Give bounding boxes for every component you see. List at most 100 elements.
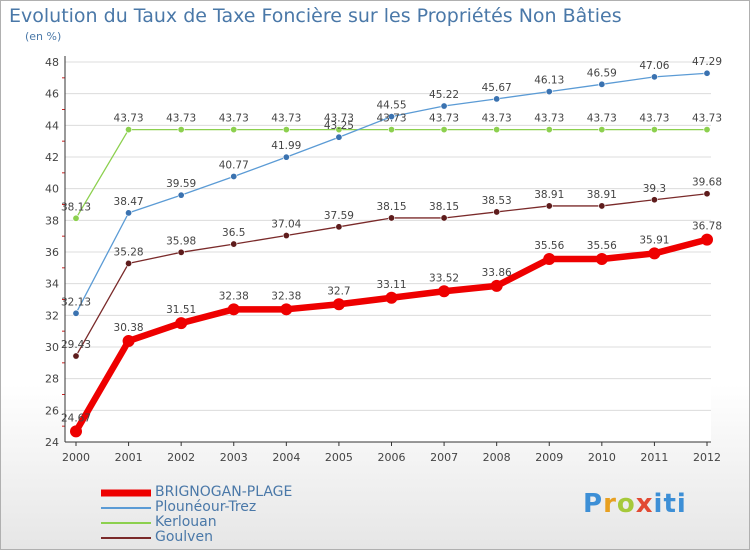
data-point [493, 126, 501, 134]
data-point [177, 191, 185, 199]
data-point [282, 232, 290, 240]
data-point [72, 352, 80, 360]
data-label: 35.56 [587, 240, 617, 252]
data-point [387, 214, 395, 222]
data-label: 43.73 [271, 113, 301, 125]
data-label: 39.59 [166, 178, 196, 190]
data-label: 38.15 [376, 201, 406, 213]
data-point [70, 425, 82, 438]
x-tick-label: 2004 [272, 451, 300, 464]
data-point [703, 126, 711, 134]
data-label: 35.28 [114, 246, 144, 258]
x-tick-label: 2011 [640, 451, 668, 464]
y-tick-label: 40 [45, 183, 59, 196]
x-tick-label: 2000 [62, 451, 90, 464]
data-label: 41.99 [271, 140, 301, 152]
x-tick-label: 2010 [588, 451, 616, 464]
x-tick-label: 2009 [535, 451, 563, 464]
data-label: 24.67 [61, 412, 91, 424]
data-point [650, 126, 658, 134]
legend-swatch [101, 536, 151, 539]
data-label: 38.53 [482, 195, 512, 207]
x-tick-label: 2008 [483, 451, 511, 464]
data-point [648, 247, 661, 260]
data-point [335, 223, 343, 231]
data-point [177, 248, 185, 256]
data-point [177, 126, 185, 134]
data-point [280, 303, 293, 316]
y-tick-label: 42 [45, 151, 59, 164]
data-point [595, 252, 608, 265]
x-tick-label: 2001 [115, 451, 143, 464]
data-label: 36.5 [222, 227, 245, 239]
data-point [122, 334, 135, 347]
data-point [598, 80, 606, 88]
data-label: 43.73 [429, 113, 459, 125]
data-label: 43.73 [639, 113, 669, 125]
data-label: 33.11 [376, 279, 406, 291]
legend-swatch [101, 489, 151, 496]
data-label: 40.77 [219, 159, 249, 171]
data-point [282, 126, 290, 134]
data-label: 43.73 [692, 113, 722, 125]
legend-swatch [101, 506, 151, 509]
data-label: 43.73 [166, 113, 196, 125]
data-label: 39.3 [643, 183, 666, 195]
data-point [230, 126, 238, 134]
x-tick-label: 2006 [378, 451, 406, 464]
x-tick-label: 2012 [693, 451, 721, 464]
data-label: 43.73 [587, 113, 617, 125]
y-tick-label: 48 [45, 56, 59, 69]
proxiti-logo: Proxiti [583, 489, 687, 519]
data-point [545, 88, 553, 96]
x-tick-label: 2003 [220, 451, 248, 464]
data-point [493, 95, 501, 103]
data-label: 32.13 [61, 296, 91, 308]
data-label: 43.25 [324, 120, 354, 132]
data-point [387, 113, 395, 121]
data-label: 29.43 [61, 339, 91, 351]
data-point [493, 208, 501, 216]
unit-label: (en %) [25, 30, 62, 43]
data-point [335, 126, 343, 134]
y-tick-label: 36 [45, 246, 59, 259]
data-label: 38.91 [534, 189, 564, 201]
data-point [650, 196, 658, 204]
data-label: 45.67 [482, 82, 512, 94]
data-point [72, 309, 80, 317]
data-label: 43.73 [219, 113, 249, 125]
data-label: 43.73 [482, 113, 512, 125]
data-label: 45.22 [429, 89, 459, 101]
legend-label: BRIGNOGAN-PLAGE [155, 484, 293, 500]
legend-label: Kerlouan [155, 514, 217, 530]
data-label: 35.91 [639, 234, 669, 246]
data-point [438, 285, 451, 298]
data-point [701, 233, 713, 246]
x-tick-label: 2002 [167, 451, 195, 464]
data-point [230, 240, 238, 248]
data-label: 43.73 [114, 113, 144, 125]
data-point [387, 126, 395, 134]
data-point [703, 190, 711, 198]
y-tick-label: 46 [45, 88, 59, 101]
data-point [227, 303, 240, 316]
data-label: 43.73 [376, 113, 406, 125]
data-point [598, 126, 606, 134]
legend-label: Plounéour-Trez [155, 499, 257, 515]
data-label: 47.06 [639, 60, 669, 72]
data-label: 38.13 [61, 201, 91, 213]
data-label: 33.86 [482, 267, 512, 279]
data-point [125, 126, 133, 134]
data-point [440, 126, 448, 134]
y-tick-label: 26 [45, 404, 59, 417]
data-label: 32.38 [271, 290, 301, 302]
data-label: 37.59 [324, 210, 354, 222]
data-point [543, 252, 556, 265]
data-point [175, 317, 188, 330]
data-label: 36.78 [692, 221, 722, 233]
chart-title: Evolution du Taux de Taxe Foncière sur l… [9, 5, 622, 27]
data-label: 33.52 [429, 272, 459, 284]
data-point [335, 133, 343, 141]
